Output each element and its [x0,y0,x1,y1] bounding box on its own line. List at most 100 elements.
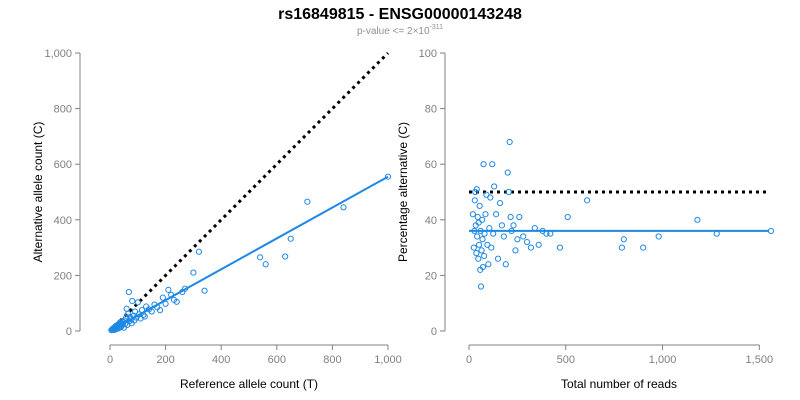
right-data-point [496,200,504,207]
subtitle-prefix: p-value <= 2×10 [356,26,430,37]
right-data-point [618,244,626,251]
left-x-tick-label: 1,000 [374,354,402,366]
left-data-point [134,299,141,306]
right-data-point [502,261,509,268]
right-data-point [480,252,488,260]
left-x-tick-label: 200 [156,354,174,366]
left-data-point [304,198,311,205]
right-x-tick-label: 500 [557,354,575,366]
right-data-point [512,247,519,254]
right-data-point [471,227,478,235]
left-y-tick-label: 200 [54,270,72,282]
right-data-point [523,238,531,246]
right-data-point [506,138,513,146]
right-data-point [498,222,506,229]
left-data-point [129,297,136,305]
left-x-tick-label: 400 [212,354,230,366]
right-y-tick-label: 60 [425,159,437,171]
right-data-point [480,161,487,168]
right-data-point [482,211,489,218]
right-data-point [516,213,523,221]
subtitle-exponent: -311 [429,24,444,31]
right-data-point [510,222,517,229]
right-data-point [535,241,542,248]
left-x-axis-label: Reference allele count (T) [180,377,318,391]
right-data-point [491,183,498,190]
left-data-point [140,311,147,318]
left-data-point [168,291,175,298]
right-data-point [564,213,571,221]
left-data-point [257,254,264,261]
right-data-point [520,233,527,240]
left-data-point [190,269,197,276]
right-data-point [556,244,564,251]
right-data-point [494,255,502,262]
right-data-point [514,236,521,243]
right-data-point [694,216,701,223]
right-data-point [713,230,720,237]
left-data-point [141,313,148,320]
left-data-point [159,294,166,301]
right-data-point [488,244,495,251]
right-data-point [767,227,775,235]
right-y-tick-label: 100 [419,48,437,60]
right-data-point [543,230,550,237]
left-data-point [262,261,269,268]
right-x-axis-label: Total number of reads [561,377,677,391]
right-data-point [470,244,477,251]
left-data-point [201,287,208,294]
left-data-point [125,288,133,296]
right-data-point [473,250,480,257]
right-data-point [486,225,493,232]
left-x-tick-label: 800 [323,354,341,366]
left-data-point [181,285,189,292]
right-data-point [479,236,486,243]
right-data-point [478,247,485,254]
right-data-point [583,197,591,204]
left-data-point [148,308,155,315]
right-data-point [490,230,497,237]
right-y-axis-label: Percentage alternative (C) [396,122,410,262]
right-data-point [479,263,487,271]
left-x-tick-label: 0 [107,354,113,366]
left-data-point [165,286,172,293]
right-data-point [500,233,507,240]
right-data-point [547,230,554,237]
left-reference-line [108,51,390,333]
right-x-tick-label: 0 [466,354,472,366]
right-data-point [492,211,500,218]
right-data-point [527,244,535,251]
chart-subtitle: p-value <= 2×10-311 [0,24,800,37]
left-y-tick-label: 600 [54,159,72,171]
right-data-point [485,261,492,268]
left-y-axis-label: Alternative allele count (C) [31,122,45,263]
right-data-point [469,211,476,218]
right-y-tick-label: 20 [425,270,437,282]
left-data-point [156,307,164,314]
right-x-tick-label: 1,000 [649,354,677,366]
left-data-point [173,298,180,305]
left-data-point [282,253,289,260]
right-data-point [504,169,511,176]
right-data-point [474,233,481,240]
right-data-point [475,255,482,262]
right-data-point [640,244,647,251]
left-y-tick-label: 0 [66,326,72,338]
left-data-point [124,310,132,317]
left-data-point [340,204,347,211]
left-data-point [384,173,392,180]
right-data-point [489,161,496,168]
right-data-point [475,241,483,248]
right-data-point [531,225,538,232]
left-data-point [131,308,139,315]
right-y-tick-label: 40 [425,215,437,227]
left-x-tick-label: 600 [268,354,286,366]
right-data-point [655,233,662,240]
right-data-point [507,213,514,221]
left-y-tick-label: 1,000 [44,48,72,60]
right-data-point [476,202,483,209]
right-x-tick-label: 1,500 [746,354,774,366]
